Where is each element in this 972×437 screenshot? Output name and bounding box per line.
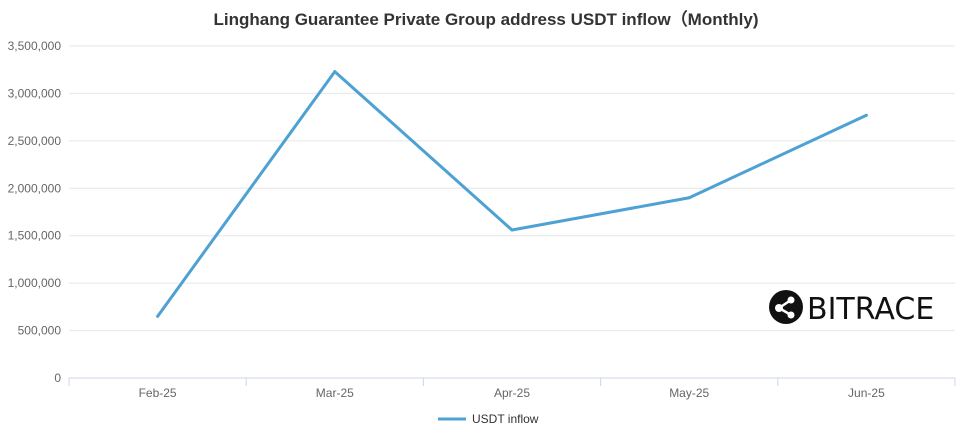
watermark-logo: BITRACE — [769, 290, 934, 327]
y-tick-label: 500,000 — [18, 324, 62, 338]
x-tick-label: Apr-25 — [494, 386, 530, 400]
data-point[interactable] — [333, 70, 337, 74]
y-tick-label: 1,000,000 — [8, 276, 62, 290]
series-line-usdt-inflow[interactable] — [156, 70, 868, 318]
y-tick-label: 1,500,000 — [8, 229, 62, 243]
x-tick-label: Mar-25 — [316, 386, 354, 400]
y-tick-label: 2,500,000 — [8, 134, 62, 148]
y-tick-label: 3,000,000 — [8, 86, 62, 100]
y-axis: 0 500,000 1,000,000 1,500,000 2,000,000 2,500… — [8, 39, 62, 385]
x-tick-label: Jun-25 — [848, 386, 885, 400]
chart-title: Linghang Guarantee Private Group address… — [214, 9, 759, 29]
y-tick-label: 2,000,000 — [8, 181, 62, 195]
y-tick-label: 3,500,000 — [8, 39, 62, 53]
x-axis: Feb-25 Mar-25 Apr-25 May-25 Jun-25 — [68, 378, 956, 400]
legend-label: USDT inflow — [472, 412, 539, 426]
data-point[interactable] — [687, 196, 691, 200]
data-point[interactable] — [156, 314, 160, 318]
y-tick-label: 0 — [54, 371, 61, 385]
bitrace-logo-icon — [769, 290, 803, 324]
x-tick-label: Feb-25 — [139, 386, 177, 400]
data-point[interactable] — [864, 113, 868, 117]
legend[interactable]: USDT inflow — [438, 412, 539, 426]
series-layer — [156, 70, 868, 318]
x-tick-label: May-25 — [669, 386, 709, 400]
watermark-text: BITRACE — [807, 292, 934, 327]
data-point[interactable] — [510, 228, 514, 232]
grid-lines — [69, 45, 955, 379]
